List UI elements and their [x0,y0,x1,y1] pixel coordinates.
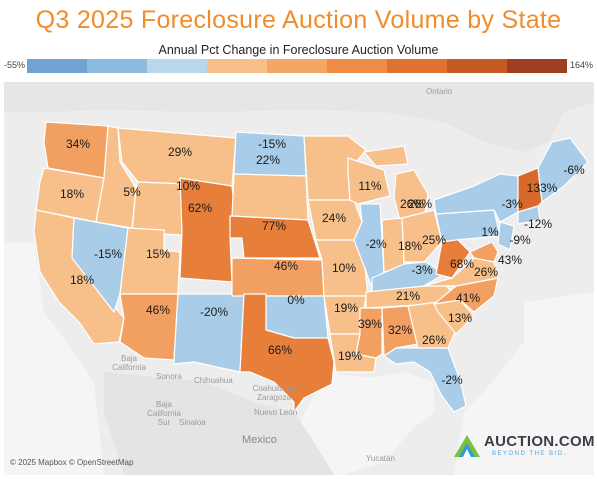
place-sinaloa: Sinaloa [179,418,206,427]
choropleth-map[interactable]: Ontario 34% 18% 18% -15% 5% 29% 10% 15% 46% 62% -2… [4,82,594,475]
place-yucatan: Yucatán [366,454,395,463]
state-vermont[interactable] [517,167,543,213]
state-texas[interactable] [239,293,335,413]
canada-land [4,82,594,152]
state-value-label-ct: -12% [524,217,552,231]
state-value-label-wa: 34% [66,137,90,151]
state-value-label-fl: -2% [441,373,463,387]
state-value-label-sc: 13% [448,311,472,325]
state-value-label-mo: 10% [332,261,356,275]
state-ohio[interactable] [401,209,443,263]
state-value-label-oh: 25% [422,233,446,247]
state-value-label-ca: 18% [70,273,94,287]
state-value-label-nc: 41% [456,291,480,305]
mexico-land [104,372,334,475]
auction-com-logo: AUCTION.COM BEYOND THE BID. [452,431,594,461]
place-nuevo-leon: Nuevo León [254,408,298,417]
legend-swatch [327,59,387,73]
state-value-label-nm: -20% [200,305,228,319]
state-value-label-mn: 11% [358,179,381,193]
state-value-label-ms: 39% [358,317,382,331]
color-legend-bar [27,59,567,73]
state-value-label-az: 46% [146,303,170,317]
state-value-label-wi: 26% [408,197,432,211]
map-title: Q3 2025 Foreclosure Auction Volume by St… [35,6,562,34]
state-value-label-sd: 22% [256,153,280,167]
state-value-label-va: 26% [474,265,498,279]
state-alabama[interactable] [381,305,419,357]
state-wisconsin[interactable] [347,157,391,205]
state-value-label-ia: 24% [322,211,346,225]
legend-swatch [387,59,447,73]
place-chihuahua: Chihuahua [194,376,233,385]
state-value-label-nv: -15% [94,247,122,261]
state-value-label-me: -6% [563,163,585,177]
state-value-label-md: 43% [498,253,522,267]
state-maryland[interactable] [469,241,499,263]
legend-title: Annual Pct Change in Foreclosure Auction… [158,43,439,57]
place-ontario: Ontario [426,87,453,96]
atlantic-water [454,292,594,475]
legend-swatch [147,59,207,73]
state-value-label-tx: 66% [268,343,292,357]
legend-min-label: -55% [4,60,26,70]
state-value-label-vt: 133% [527,181,558,195]
legend-swatch [447,59,507,73]
state-value-label-ks: 46% [274,259,298,273]
logo-mark-icon [454,435,480,457]
state-value-label-ut: 15% [146,247,170,261]
state-value-label-nj: -9% [509,233,531,247]
state-value-label-or: 18% [60,187,84,201]
state-value-label-wy: 10% [176,179,200,193]
state-value-label-mt: 29% [168,145,192,159]
state-maine[interactable] [537,137,589,203]
state-colorado[interactable] [179,177,237,283]
state-value-label-pa: 1% [481,225,499,239]
state-value-label-ne: 77% [262,219,286,233]
state-value-label-il: -2% [365,237,387,251]
place-baja-california: Baja California [112,354,146,372]
legend-swatch [207,59,267,73]
gulf-water [294,372,434,475]
logo-text: AUCTION.COM [484,433,594,450]
state-value-label-ny: -3% [501,197,523,211]
state-value-label-wv: 68% [450,257,474,271]
state-value-label-ga: 26% [422,333,446,347]
state-value-label-ar: 19% [334,301,358,315]
legend-swatch [507,59,567,73]
state-value-label-co: 62% [188,201,212,215]
state-value-label-nd: -15% [258,137,286,151]
map-canvas[interactable]: Ontario 34%18%18%-15%5%29%10%15%46%62%-2… [4,82,594,475]
place-coahuila: Coahuila de Zaragoza [252,384,296,402]
place-sonora: Sonora [156,372,182,381]
state-value-label-in: 18% [398,239,422,253]
state-value-label-mi: 26% [400,197,424,211]
state-value-label-id: 5% [123,185,141,199]
state-value-label-la: 19% [338,349,362,363]
pacific-water [4,242,104,475]
legend-swatch [87,59,147,73]
state-value-label-al: 32% [388,323,412,337]
place-baja-california-sur: Baja California Sur [147,400,181,427]
state-new-jersey[interactable] [497,221,515,251]
legend-max-label: 164% [569,60,593,70]
map-copyright: © 2025 Mapbox © OpenStreetMap [10,458,134,467]
state-value-label-tn: 21% [396,289,420,303]
legend-swatch [27,59,87,73]
state-florida[interactable] [383,347,467,413]
place-mexico: Mexico [242,434,277,446]
state-value-label-ky: -3% [411,263,433,277]
logo-tagline: BEYOND THE BID. [492,451,567,457]
state-value-label-ok: 0% [287,293,305,307]
state-illinois[interactable] [353,203,385,289]
legend-swatch [267,59,327,73]
state-south-dakota[interactable] [231,173,309,221]
